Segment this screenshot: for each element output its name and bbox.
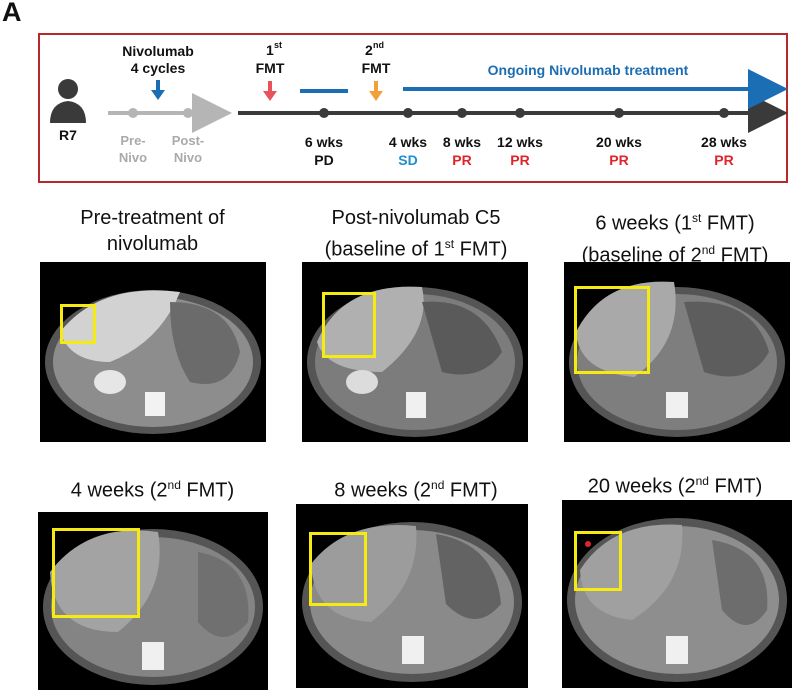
patient-icon (50, 79, 86, 123)
timepoint-response-label: PR (714, 152, 733, 168)
timepoint-week-label: 8 wks (443, 134, 481, 150)
tumor-highlight-box (52, 528, 140, 618)
patient-id: R7 (59, 127, 77, 143)
ct-scan-graphic (45, 290, 261, 434)
tumor-highlight-box (60, 304, 96, 344)
fmt1-superscript: st (274, 40, 282, 50)
ct-scan-graphic (567, 518, 787, 682)
tumor-highlight-box (574, 286, 650, 374)
caption-6w-line1-pre: 6 weeks (1 (595, 212, 693, 235)
nivolumab-label-line2: 4 cycles (131, 60, 186, 76)
timepoint-week-label: 4 wks (389, 134, 427, 150)
timepoint-dot (403, 108, 413, 118)
timepoint-response-label: PR (452, 152, 471, 168)
pre-nivo-label-line2: Nivo (119, 150, 147, 165)
timepoint-dot (457, 108, 467, 118)
nivolumab-down-arrow-icon (151, 80, 165, 100)
caption-pre-treatment: Pre-treatment of nivolumab (40, 205, 265, 257)
caption-6w-line1-post: FMT) (701, 212, 755, 235)
caption-20-weeks: 20 weeks (2nd FMT) (555, 468, 795, 500)
timepoints: 6 wks PD 4 wks SD 8 wks PR 12 wks PR 20 wks PR 28 … (305, 108, 747, 168)
panel-label: A (2, 0, 22, 27)
ct-scan-graphic (307, 286, 523, 437)
caption-6w-line2-sup: nd (701, 242, 716, 257)
caption-4w-post: FMT) (180, 479, 235, 502)
timepoint-dot (319, 108, 329, 118)
caption-post-line1: Post-nivolumab C5 (331, 207, 501, 229)
caption-post-line2-sup: st (444, 237, 455, 251)
timepoint-response-label: PR (510, 152, 529, 168)
ongoing-treatment-label: Ongoing Nivolumab treatment (488, 62, 689, 78)
timeline-diagram: R7 Pre- Nivo Post- Nivo Nivolumab 4 cycl… (50, 40, 788, 168)
caption-6w-line2-pre: (baseline of 2 (581, 244, 702, 267)
ct-scan-graphic (43, 529, 263, 685)
ct-scan-20-weeks (562, 500, 792, 688)
ct-scan-post-nivolumab (302, 262, 528, 442)
caption-post-line2-post: FMT) (454, 238, 508, 261)
post-nivo-dot (183, 108, 193, 118)
ct-scan-8-weeks (296, 504, 528, 688)
caption-6w-line1-sup: st (692, 211, 702, 225)
post-nivo-label-line1: Post- (172, 133, 205, 148)
caption-6-weeks: 6 weeks (1st FMT) (baseline of 2nd FMT) (555, 205, 795, 268)
timepoint-response-label: PD (314, 152, 333, 168)
fmt1-label: FMT (256, 60, 285, 76)
timepoint-dot (614, 108, 624, 118)
timepoint-dot (719, 108, 729, 118)
caption-4-weeks: 4 weeks (2nd FMT) (40, 472, 265, 504)
timepoint-response-label: PR (609, 152, 628, 168)
timepoint-dot (515, 108, 525, 118)
fmt1-down-arrow-icon (263, 81, 277, 101)
ct-scan-4-weeks (38, 512, 268, 690)
fmt2-superscript: nd (373, 40, 384, 50)
fmt2-number: 2 (365, 42, 373, 58)
caption-20w-sup: nd (695, 474, 709, 488)
timepoint-week-label: 12 wks (497, 134, 543, 150)
fmt1-number: 1 (266, 42, 274, 58)
caption-pre-line1: Pre-treatment of (80, 207, 225, 229)
caption-post-line2-pre: (baseline of 1 (324, 238, 445, 261)
caption-pre-line2: nivolumab (106, 233, 199, 255)
caption-6w-line2-post: FMT) (715, 244, 769, 267)
nivolumab-label-line1: Nivolumab (122, 43, 194, 59)
tumor-highlight-box (574, 531, 622, 591)
post-nivo-label-line2: Nivo (174, 150, 202, 165)
caption-4w-sup: nd (167, 478, 181, 492)
tumor-highlight-box (309, 532, 367, 606)
timepoint-week-label: 20 wks (596, 134, 642, 150)
caption-8w-post: FMT) (444, 479, 498, 502)
timepoint-week-label: 28 wks (701, 134, 747, 150)
caption-20w-post: FMT) (708, 475, 763, 498)
caption-8-weeks: 8 weeks (2nd FMT) (296, 472, 536, 504)
tumor-highlight-box (322, 292, 376, 358)
caption-8w-pre: 8 weeks (2 (334, 479, 432, 502)
timepoint-response-label: SD (398, 152, 417, 168)
ct-scan-graphic (569, 281, 785, 437)
ct-scan-pre-treatment (40, 262, 266, 442)
caption-8w-sup: nd (431, 478, 445, 492)
ct-scan-6-weeks (564, 262, 790, 442)
ct-scan-graphic (302, 522, 522, 682)
pre-nivo-label-line1: Pre- (120, 133, 145, 148)
fmt2-down-arrow-icon (369, 81, 383, 101)
caption-4w-pre: 4 weeks (2 (70, 479, 168, 502)
fmt2-label: FMT (362, 60, 391, 76)
pre-nivo-dot (128, 108, 138, 118)
caption-20w-pre: 20 weeks (2 (587, 475, 696, 498)
caption-post-nivolumab: Post-nivolumab C5 (baseline of 1st FMT) (296, 205, 536, 263)
timepoint-week-label: 6 wks (305, 134, 343, 150)
